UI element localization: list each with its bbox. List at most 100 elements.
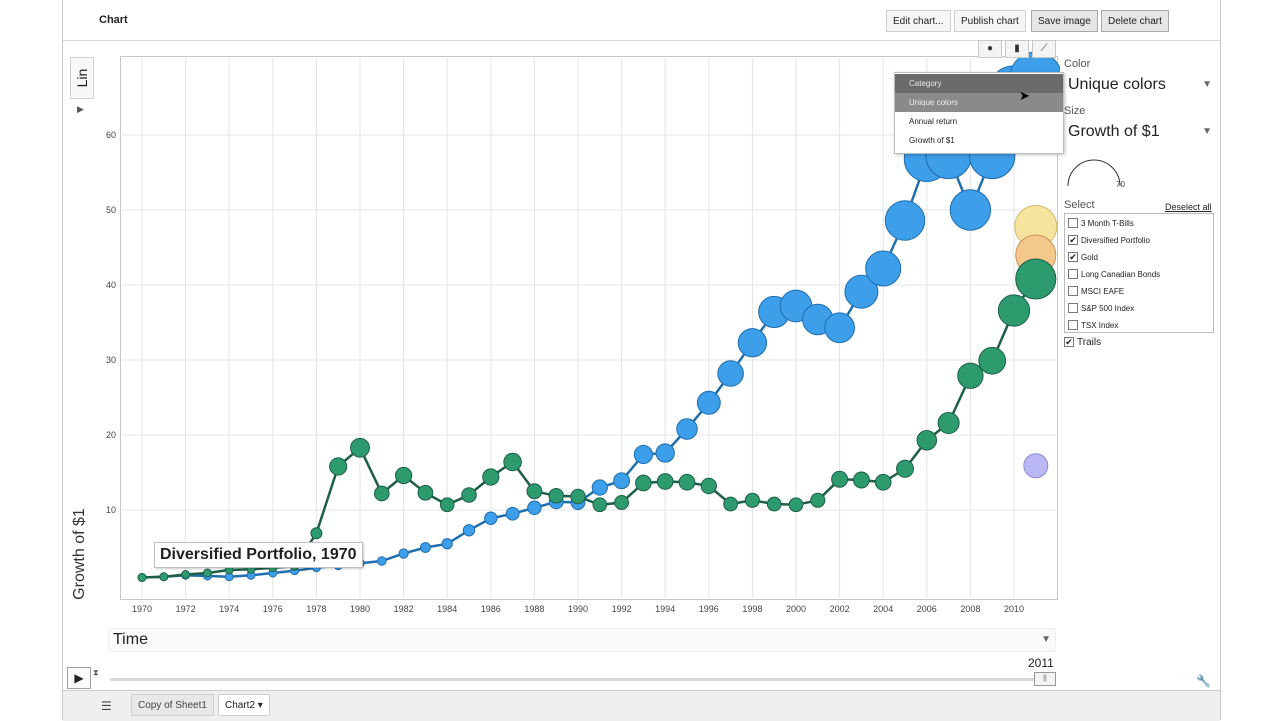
chevron-down-icon: ▼ xyxy=(1202,126,1212,137)
entity-label: 3 Month T-Bills xyxy=(1081,219,1134,228)
entity-label: Diversified Portfolio xyxy=(1081,236,1150,245)
gold-bubble xyxy=(937,411,960,435)
color-menu-item[interactable]: Unique colors xyxy=(895,93,1063,112)
trails-label: Trails xyxy=(1077,337,1102,348)
gold-bubble xyxy=(957,362,984,389)
color-dropdown-menu: Category Unique colors Annual return Growth… xyxy=(894,72,1064,154)
portfolio-bubble xyxy=(844,274,879,309)
sheet-tab[interactable]: Copy of Sheet1 xyxy=(131,694,214,716)
gold-bubble xyxy=(181,570,191,579)
wrench-icon[interactable]: 🔧 xyxy=(1196,674,1211,688)
entity-checkbox[interactable]: ✔ xyxy=(1068,235,1078,245)
menu-icon[interactable]: ☰ xyxy=(101,699,112,713)
x-tick-label: 1972 xyxy=(176,604,196,614)
sheet-tab-active[interactable]: Chart2 ▾ xyxy=(218,694,270,716)
entity-item[interactable]: TSX Index xyxy=(1068,317,1212,334)
color-menu-item[interactable]: Annual return xyxy=(909,117,958,126)
entity-item[interactable]: ✔ Gold xyxy=(1068,249,1212,266)
gold-bubble xyxy=(788,497,804,513)
chevron-down-icon: ▼ xyxy=(1041,634,1051,645)
y-tick-label: 60 xyxy=(106,130,116,140)
x-tick-label: 1992 xyxy=(612,604,632,614)
portfolio-bubble xyxy=(377,556,387,566)
play-icon: ▶ xyxy=(74,671,84,685)
bar-chart-icon[interactable]: ▮ xyxy=(1005,40,1029,58)
gold-bubble xyxy=(997,294,1031,327)
gold-bubble xyxy=(329,457,348,476)
x-tick-label: 1984 xyxy=(437,604,457,614)
x-tick-label: 2008 xyxy=(960,604,980,614)
entity-checkbox[interactable] xyxy=(1068,303,1078,313)
gold-current-bubble xyxy=(1015,258,1057,300)
gold-bubble xyxy=(461,487,477,503)
save-image-button[interactable]: Save image xyxy=(1031,10,1098,32)
color-menu-item[interactable]: Growth of $1 xyxy=(909,136,955,145)
edit-chart-button[interactable]: Edit chart... xyxy=(886,10,951,32)
speed-control-icon[interactable]: ⧗ xyxy=(93,668,99,677)
portfolio-bubble xyxy=(484,511,498,525)
entity-checkbox[interactable] xyxy=(1068,269,1078,279)
gold-bubble xyxy=(852,471,870,489)
entity-checkbox[interactable] xyxy=(1068,218,1078,228)
entity-checkbox[interactable]: ✔ xyxy=(1068,252,1078,262)
gold-bubble xyxy=(137,573,147,582)
gold-bubble xyxy=(831,470,849,488)
portfolio-bubble xyxy=(398,548,409,559)
size-gauge-value: 70 xyxy=(1116,180,1125,189)
x-tick-label: 2010 xyxy=(1004,604,1024,614)
y-scale-selector[interactable]: Lin xyxy=(70,57,94,99)
color-label: Color xyxy=(1064,58,1091,70)
x-tick-label: 1978 xyxy=(306,604,326,614)
x-tick-label: 1974 xyxy=(219,604,239,614)
gold-bubble xyxy=(439,497,455,513)
play-button[interactable]: ▶ xyxy=(67,667,91,689)
gold-bubble xyxy=(350,437,370,458)
chart-toolbar: Chart Edit chart... Publish chart Save i… xyxy=(63,0,1220,41)
publish-chart-button[interactable]: Publish chart xyxy=(954,10,1026,32)
portfolio-bubble xyxy=(824,312,855,344)
entity-item[interactable]: Long Canadian Bonds xyxy=(1068,266,1212,283)
x-tick-label: 1994 xyxy=(655,604,675,614)
entity-item[interactable]: 3 Month T-Bills xyxy=(1068,215,1212,232)
entity-item[interactable]: S&P 500 Index xyxy=(1068,300,1212,317)
gold-bubble xyxy=(766,496,782,512)
x-tick-label: 2002 xyxy=(830,604,850,614)
gold-bubble xyxy=(159,572,169,582)
y-tick-label: 30 xyxy=(106,355,116,365)
deselect-all-link[interactable]: Deselect all xyxy=(1165,202,1212,212)
x-axis-selector[interactable]: Time ▼ xyxy=(108,628,1056,652)
gold-bubble xyxy=(700,477,717,495)
entity-item[interactable]: ✔ Diversified Portfolio xyxy=(1068,232,1212,249)
gold-bubble xyxy=(310,527,323,540)
gold-bubble xyxy=(678,473,696,491)
color-select-value: Unique colors xyxy=(1068,76,1166,93)
line-chart-icon[interactable]: ⟋ xyxy=(1032,40,1056,58)
bubble-chart: 1970 1972 1974 1976 1978 1980 1982 1984 1986 1988… xyxy=(106,51,1060,614)
portfolio-bubble xyxy=(949,189,992,231)
chart-type-tabs: ● ▮ ⟋ xyxy=(978,40,1058,58)
time-slider-thumb[interactable]: || xyxy=(1034,672,1056,686)
left-border xyxy=(62,0,63,720)
time-slider-track[interactable] xyxy=(110,678,1056,681)
gold-bubble xyxy=(570,488,586,505)
size-gauge[interactable] xyxy=(1066,148,1122,188)
entity-checkbox[interactable] xyxy=(1068,286,1078,296)
color-select[interactable]: Unique colors ▼ xyxy=(1064,74,1214,98)
delete-chart-button[interactable]: Delete chart xyxy=(1101,10,1169,32)
chart-title: Chart xyxy=(99,14,128,26)
x-tick-label: 1996 xyxy=(699,604,719,614)
portfolio-bubble xyxy=(613,472,631,490)
portfolio-bubble xyxy=(527,500,542,515)
entity-item[interactable]: MSCI EAFE xyxy=(1068,283,1212,300)
x-tick-label: 1982 xyxy=(394,604,414,614)
portfolio-bubble xyxy=(505,506,520,521)
color-menu-item[interactable]: Category xyxy=(895,74,1063,93)
entity-checkbox[interactable] xyxy=(1068,320,1078,330)
bubble-chart-icon[interactable]: ● xyxy=(978,40,1002,58)
x-tick-label: 2006 xyxy=(917,604,937,614)
sheet-tab-label: Chart2 xyxy=(225,700,256,711)
gold-bubble xyxy=(744,492,760,508)
y-axis-dropdown-icon[interactable]: ▶ xyxy=(77,104,84,114)
x-tick-label: 1976 xyxy=(263,604,283,614)
size-select[interactable]: Growth of $1 ▼ xyxy=(1064,121,1214,145)
